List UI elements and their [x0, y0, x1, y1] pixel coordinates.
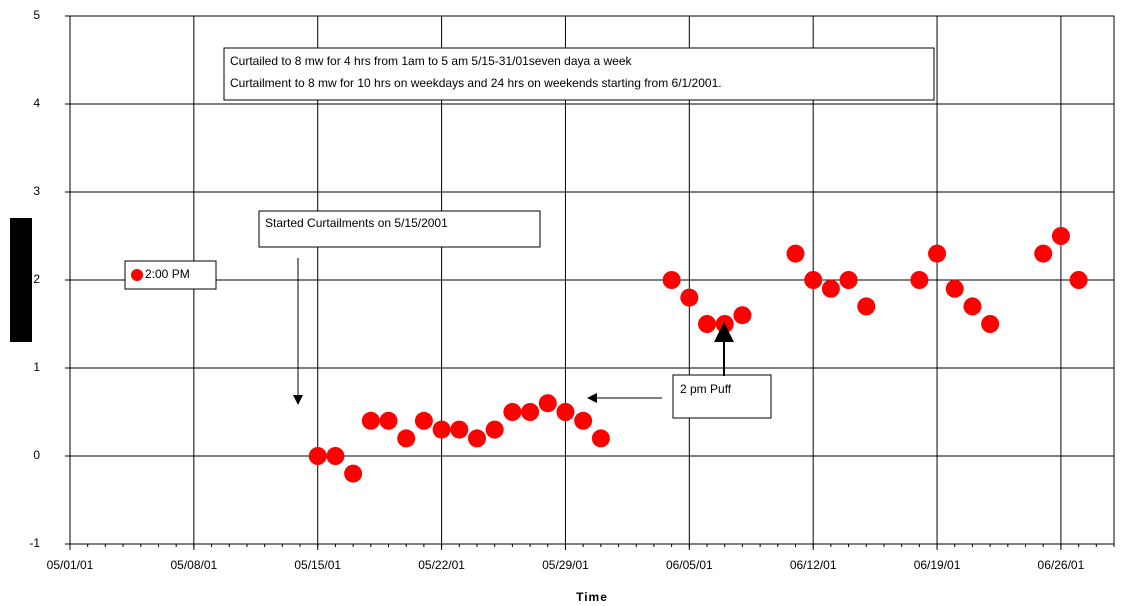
- point: [945, 279, 964, 298]
- point: [839, 271, 858, 289]
- x-tick-label: 06/26/01: [1038, 558, 1085, 572]
- point: [981, 315, 1000, 333]
- point: [680, 288, 699, 307]
- point: [804, 271, 823, 289]
- plot-border: [69, 15, 1115, 545]
- point: [503, 403, 522, 421]
- annotation-box: [223, 47, 935, 101]
- point: [698, 315, 717, 333]
- point: [556, 403, 575, 421]
- annotation: Curtailment to 8 mw for 10 hrs on weekda…: [230, 76, 722, 90]
- annotation-box: [258, 210, 541, 248]
- point: [397, 429, 416, 448]
- annotation: 2 pm Puff: [680, 382, 732, 396]
- annotation: Curtailed to 8 mw for 4 hrs from 1am to …: [230, 54, 633, 68]
- y-tick-label: 0: [33, 448, 40, 462]
- y-tick-label: 3: [33, 184, 40, 198]
- point: [786, 244, 805, 263]
- x-axis-title: Time: [576, 590, 608, 604]
- point: [414, 411, 433, 430]
- point: [344, 464, 363, 483]
- y-tick-label: -1: [29, 536, 40, 550]
- x-tick-label: 05/15/01: [294, 558, 341, 572]
- point: [733, 306, 752, 325]
- x-tick-label: 05/29/01: [542, 558, 589, 572]
- x-tick-label: 05/22/01: [418, 558, 465, 572]
- y-axis-label-redacted: [10, 218, 32, 342]
- point: [910, 271, 929, 289]
- point: [857, 297, 876, 316]
- x-tick-label: 06/12/01: [790, 558, 837, 572]
- point: [821, 279, 840, 298]
- x-tick-label: 06/19/01: [914, 558, 961, 572]
- y-tick-label: 1: [33, 360, 40, 374]
- point: [308, 447, 327, 465]
- annotation-box: [672, 374, 772, 419]
- x-tick-label: 05/01/01: [47, 558, 94, 572]
- point: [485, 420, 504, 439]
- point: [574, 411, 593, 430]
- point: [591, 429, 610, 448]
- point: [467, 429, 486, 448]
- point: [928, 244, 947, 263]
- y-tick-label: 5: [33, 8, 40, 22]
- legend-marker: [131, 269, 143, 281]
- y-tick-label: 2: [33, 272, 40, 286]
- annotation: Started Curtailments on 5/15/2001: [265, 216, 448, 230]
- point: [450, 420, 469, 439]
- point: [521, 403, 540, 421]
- legend-label: 2:00 PM: [145, 267, 190, 281]
- point: [662, 271, 681, 289]
- point: [963, 297, 982, 316]
- point: [432, 420, 451, 439]
- point: [326, 447, 345, 465]
- point: [538, 394, 557, 413]
- point: [1051, 227, 1070, 245]
- point: [1069, 271, 1088, 289]
- point: [379, 411, 398, 430]
- x-tick-label: 06/05/01: [666, 558, 713, 572]
- x-tick-label: 05/08/01: [171, 558, 218, 572]
- point: [361, 411, 380, 430]
- point: [1034, 244, 1053, 263]
- y-tick-label: 4: [33, 96, 40, 110]
